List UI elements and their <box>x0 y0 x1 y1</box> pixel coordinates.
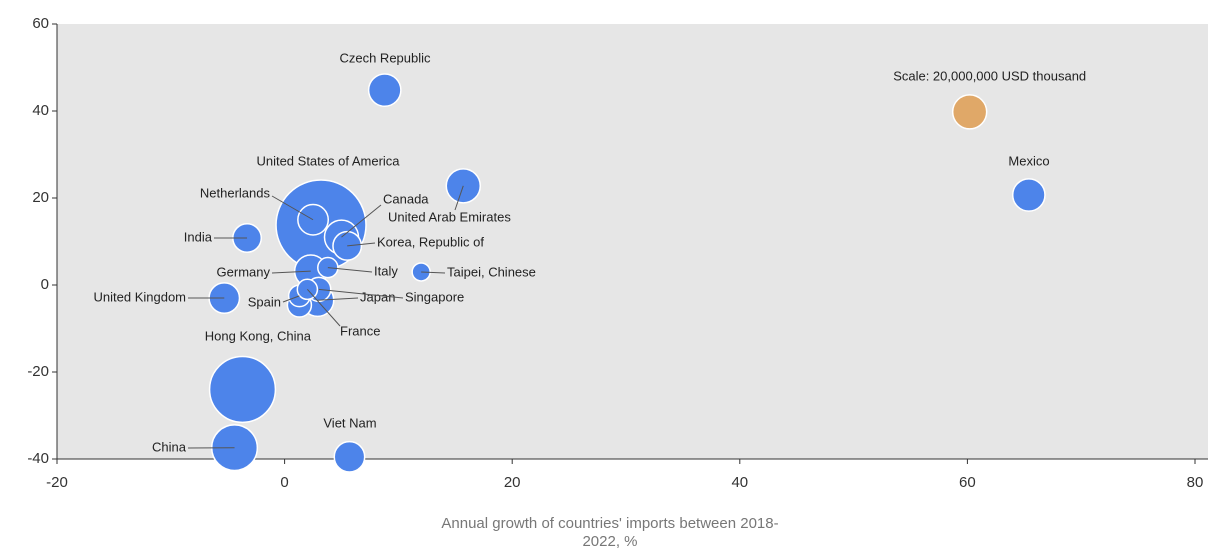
point-label: Korea, Republic of <box>377 234 484 249</box>
scale-label: Scale: 20,000,000 USD thousand <box>893 68 1086 83</box>
y-tick-label: 0 <box>41 276 49 293</box>
point-label: Taipei, Chinese <box>447 264 536 279</box>
point-label: United States of America <box>256 153 400 168</box>
y-tick-label: 60 <box>32 15 49 32</box>
bubble <box>1013 179 1045 211</box>
x-tick-label: -20 <box>46 474 68 491</box>
point-label: Italy <box>374 263 398 278</box>
point-label: Hong Kong, China <box>205 328 312 343</box>
x-tick-label: 20 <box>504 474 521 491</box>
y-tick-label: 20 <box>32 189 49 206</box>
x-tick-label: 60 <box>959 474 976 491</box>
chart: -20 0 20 40 60 80 -40 -20 0 20 40 60 United States o… <box>0 0 1208 558</box>
point-label: China <box>152 439 187 454</box>
point-label: United Arab Emirates <box>388 209 511 224</box>
x-axis-label: Annual growth of countries' imports betw… <box>440 515 780 551</box>
point-label: Netherlands <box>200 185 271 200</box>
point-label: Singapore <box>405 289 464 304</box>
point-label: India <box>184 229 213 244</box>
bubble <box>210 356 276 422</box>
scale-bubble <box>953 95 987 129</box>
point-label: United Kingdom <box>94 289 187 304</box>
point-label: Germany <box>217 264 271 279</box>
point-label: Viet Nam <box>323 415 376 430</box>
y-tick-label: -20 <box>27 363 49 380</box>
bubble <box>369 74 401 106</box>
page: -20 0 20 40 60 80 -40 -20 0 20 40 60 United States o… <box>0 0 1208 558</box>
x-tick-label: 0 <box>280 474 288 491</box>
x-tick-label: 40 <box>731 474 748 491</box>
point-label: Canada <box>383 191 429 206</box>
point-label: France <box>340 323 380 338</box>
point-label: Czech Republic <box>339 50 431 65</box>
point-label: Spain <box>248 294 281 309</box>
bubble <box>334 442 364 472</box>
y-tick-label: -40 <box>27 450 49 467</box>
x-tick-label: 80 <box>1187 474 1204 491</box>
point-label: Mexico <box>1008 153 1049 168</box>
y-tick-label: 40 <box>32 102 49 119</box>
